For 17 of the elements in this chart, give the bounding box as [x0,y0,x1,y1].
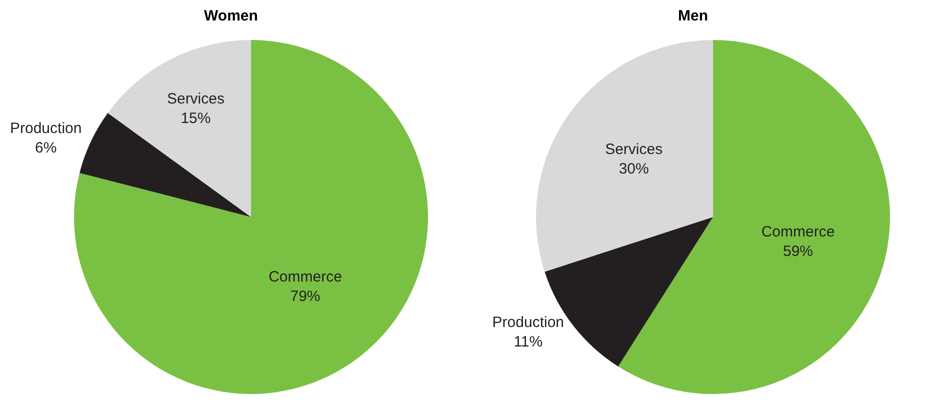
slice-label: Commerce [761,223,835,240]
chart-title: Men [678,8,708,25]
data-label: 79% [290,288,320,306]
data-label: 30% [618,160,649,178]
data-label: 11% [514,334,543,351]
pie-slice [108,40,251,217]
pie-slice [536,40,713,272]
slice-label: Production [10,120,82,138]
slice-label: Services [166,90,224,108]
chart-title: Women [204,8,258,25]
pie-slice [80,112,251,217]
slice-label: Services [605,141,663,158]
data-label: 59% [782,242,813,260]
slice-label: Commerce [268,268,342,286]
data-label: 15% [180,110,211,127]
data-label: 6% [35,140,57,157]
slice-label: Production [492,314,564,332]
